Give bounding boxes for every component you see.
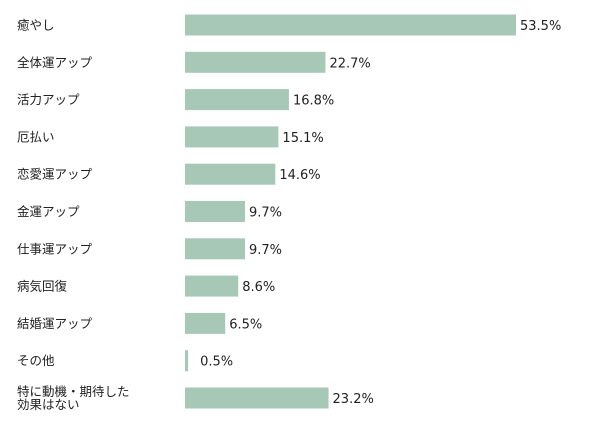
value-label-row-4: 14.6% [279,168,320,183]
value-label-row-7: 8.6% [242,280,275,295]
category-label-row-1: 全体運アップ [17,55,93,70]
category-label-row-9: その他 [17,353,55,368]
bar-row-4 [185,163,276,185]
bar-row-6 [185,238,246,260]
bar-row-10 [185,387,329,409]
bar-row-2 [185,89,289,111]
bar-row-9 [185,350,189,372]
category-label-row-3: 厄払い [17,129,55,144]
value-label-row-10: 23.2% [333,392,374,407]
bar-row-1 [185,51,326,73]
value-label-row-3: 15.1% [282,131,323,146]
value-label-row-2: 16.8% [293,94,334,109]
category-label-row-0: 癒やし [17,18,55,33]
value-label-row-8: 6.5% [229,317,262,332]
bar-row-0 [185,14,516,36]
bar-row-7 [185,275,239,297]
category-label-row-6: 仕事運アップ [17,241,93,256]
value-label-row-6: 9.7% [249,243,282,258]
value-label-row-0: 53.5% [520,19,561,34]
bar-row-8 [185,312,226,334]
category-label-row-8: 結婚運アップ [17,316,93,331]
value-label-row-9: 0.5% [200,355,233,370]
bar-row-5 [185,201,246,222]
category-label-row-7: 病気回復 [17,279,68,294]
category-label-row-10: 特に動機・期待した効果はない [17,384,130,412]
category-label-row-2: 活力アップ [17,92,80,107]
value-label-row-5: 9.7% [249,206,282,221]
category-label-row-4: 恋愛運アップ [17,167,93,182]
bar-row-3 [185,126,279,148]
category-label-row-5: 金運アップ [17,204,80,219]
value-label-row-1: 22.7% [329,56,370,71]
